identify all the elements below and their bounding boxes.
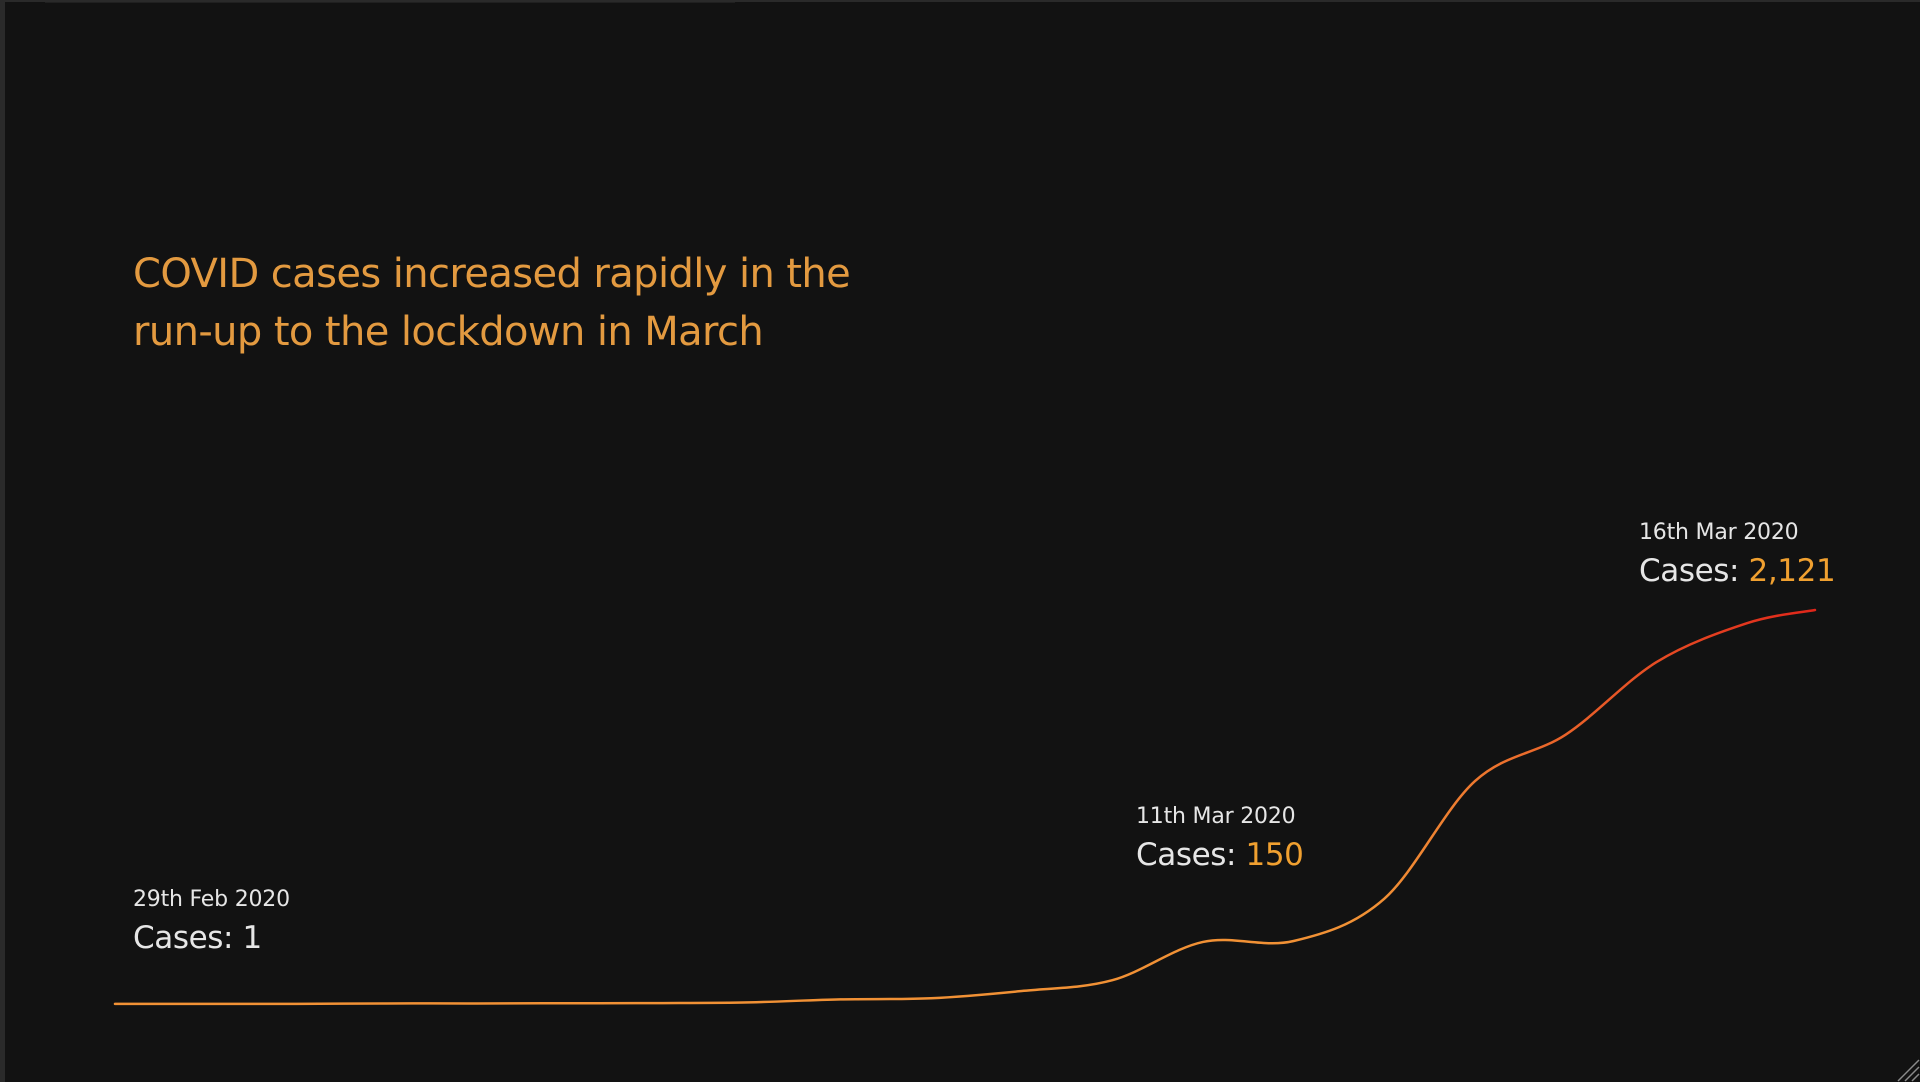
data-point-3 bbox=[384, 1000, 390, 1006]
data-point-12 bbox=[1200, 939, 1206, 945]
data-point-0 bbox=[112, 1001, 118, 1007]
resize-grip-icon[interactable] bbox=[1894, 1056, 1920, 1082]
data-point-7 bbox=[747, 999, 753, 1005]
top-divider bbox=[45, 2, 735, 3]
annotation-date: 11th Mar 2020 bbox=[1136, 804, 1296, 829]
annotation-cases: Cases: 1 bbox=[133, 918, 290, 958]
data-point-18 bbox=[1744, 620, 1750, 626]
annotation-start: 29th Feb 2020 Cases: 1 bbox=[133, 886, 290, 958]
data-point-4 bbox=[475, 1000, 481, 1006]
data-point-19 bbox=[1812, 607, 1818, 613]
data-point-13 bbox=[1291, 938, 1297, 944]
data-point-5 bbox=[565, 1000, 571, 1006]
annotation-cases-value: 150 bbox=[1245, 837, 1304, 873]
annotation-cases-value: 2,121 bbox=[1748, 553, 1836, 589]
annotation-end: 16th Mar 2020 Cases: 2,121 bbox=[1639, 519, 1836, 591]
chart-title-line-2: run-up to the lockdown in March bbox=[133, 309, 764, 355]
data-point-10 bbox=[1019, 988, 1025, 994]
annotation-cases: Cases: 150 bbox=[1136, 835, 1304, 875]
annotation-date: 29th Feb 2020 bbox=[133, 887, 290, 912]
data-point-17 bbox=[1653, 659, 1659, 665]
annotation-cases-label: Cases: bbox=[133, 920, 234, 956]
annotation-cases-value: 1 bbox=[242, 920, 263, 956]
data-point-16 bbox=[1563, 732, 1569, 738]
annotation-mid: 11th Mar 2020 Cases: 150 bbox=[1136, 803, 1304, 875]
annotation-cases: Cases: 2,121 bbox=[1639, 551, 1836, 591]
data-point-1 bbox=[203, 1001, 209, 1007]
data-point-6 bbox=[656, 1000, 662, 1006]
annotation-cases-label: Cases: bbox=[1136, 837, 1237, 873]
annotation-cases-label: Cases: bbox=[1639, 553, 1740, 589]
data-point-11 bbox=[1109, 977, 1115, 983]
data-point-8 bbox=[837, 996, 843, 1002]
chart-title-line-1: COVID cases increased rapidly in the bbox=[133, 251, 851, 297]
line-chart bbox=[112, 607, 1818, 1007]
chart-frame: COVID cases increased rapidly in the run… bbox=[5, 2, 1920, 1082]
data-point-2 bbox=[293, 1001, 299, 1007]
series-line-cases bbox=[113, 608, 1817, 1006]
data-point-14 bbox=[1381, 896, 1387, 902]
annotation-date: 16th Mar 2020 bbox=[1639, 520, 1799, 545]
chart-title: COVID cases increased rapidly in the run… bbox=[133, 245, 893, 361]
data-point-9 bbox=[928, 995, 934, 1001]
data-point-15 bbox=[1472, 778, 1478, 784]
